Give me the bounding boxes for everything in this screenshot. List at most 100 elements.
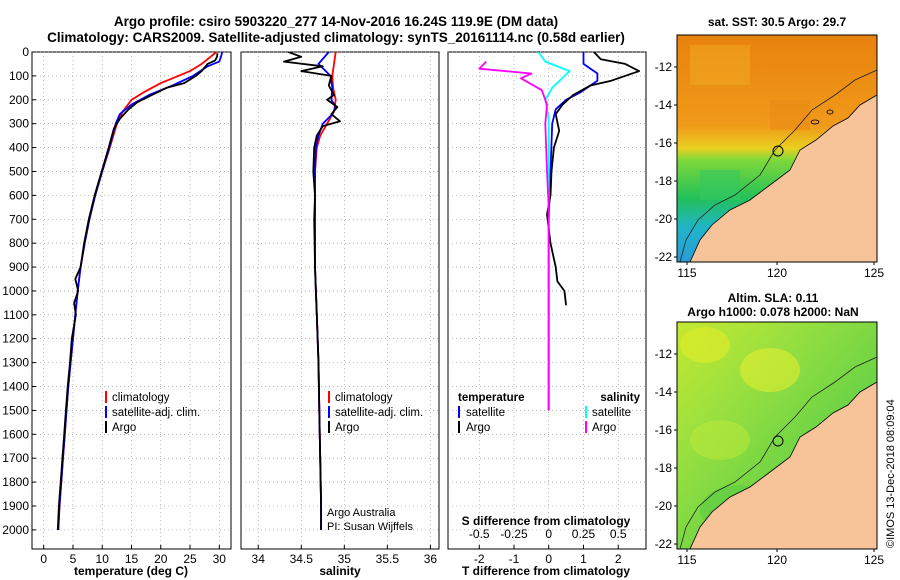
y-tick-label: 1000 [2, 284, 29, 298]
lon-tick-label: 125 [864, 266, 884, 280]
y-tick-label: 600 [9, 188, 29, 202]
legend-argo-swatch [105, 421, 107, 433]
s-tick-label: -0.25 [500, 527, 528, 541]
legend-satellite-swatch [105, 406, 107, 418]
legend-t-satellite-swatch [458, 406, 460, 418]
legend-temperature-heading: temperature [458, 392, 524, 404]
lon-tick-label: 125 [864, 553, 884, 567]
temperature-grid [32, 51, 231, 549]
y-tick-label: 1500 [2, 403, 29, 417]
legend-satellite-label: satellite-adj. clim. [112, 407, 200, 419]
y-tick-label: 1300 [2, 356, 29, 370]
x-tick-label: 34 [252, 552, 266, 566]
lat-tick-label: -18 [655, 174, 673, 188]
depth-contour [679, 69, 877, 262]
y-tick-label: 300 [9, 117, 29, 131]
lon-tick-label: 115 [677, 553, 696, 567]
sla-map-title-2: Argo h1000: 0.078 h2000: NaN [687, 305, 858, 319]
temperature-x-ticks: 0 5 10 15 20 25 30 [40, 545, 226, 566]
difference-s-ticks: -0.5 -0.25 0 0.25 0.5 [469, 527, 627, 541]
legend-argo-swatch [328, 421, 330, 433]
x-tick-label: 34.5 [290, 552, 314, 566]
legend-s-argo-label: Argo [592, 422, 616, 434]
legend-t-argo-swatch [458, 421, 460, 433]
y-tick-label: 0 [22, 45, 29, 59]
series-line-t-satellite [547, 52, 599, 411]
temperature-lines [56, 52, 224, 530]
x-tick-label: 0 [545, 552, 552, 566]
legend-climatology-label: climatology [335, 392, 393, 404]
y-tick-label: 200 [9, 93, 29, 107]
series-line-argo [56, 53, 219, 530]
s-tick-label: -0.5 [469, 527, 490, 541]
coastline-land [689, 94, 877, 262]
x-tick-label: -1 [509, 552, 520, 566]
lat-tick-label: -22 [655, 250, 673, 264]
sla-patch [740, 348, 800, 392]
series-line-s-argo [478, 60, 550, 411]
legend-t-argo-label: Argo [466, 422, 490, 434]
sst-map-title: sat. SST: 30.5 Argo: 29.7 [708, 15, 847, 29]
title-line-2: Climatology: CARS2009. Satellite-adjuste… [47, 30, 625, 45]
lat-tick-label: -20 [655, 499, 673, 513]
depth-contour [679, 356, 877, 549]
salinity-x-ticks: 34 34.5 35 35.5 36 [252, 545, 438, 566]
y-tick-label: 1800 [2, 475, 29, 489]
sst-patch [700, 170, 740, 200]
legend-s-satellite-label: satellite [592, 407, 631, 419]
legend-climatology-swatch [105, 391, 107, 403]
sst-map [677, 35, 877, 262]
y-tick-label: 1700 [2, 451, 29, 465]
argo-location-marker [772, 145, 784, 157]
lat-tick-label: -12 [655, 347, 673, 361]
legend-t-satellite-label: satellite [466, 407, 505, 419]
salinity-grid [241, 51, 439, 549]
sla-patch [680, 327, 730, 363]
lat-tick-label: -12 [655, 60, 673, 74]
y-tick-label: 1600 [2, 427, 29, 441]
s-tick-label: 0 [545, 527, 552, 541]
sst-patch [770, 100, 810, 130]
series-line-t-argo [546, 52, 640, 306]
legend-argo-label: Argo [112, 422, 136, 434]
legend-salinity-heading: salinity [600, 392, 640, 404]
x-tick-label: 30 [213, 552, 227, 566]
island [826, 109, 834, 115]
sla-map-title-1: Altim. SLA: 0.11 [728, 291, 819, 305]
difference-t-x-label: T difference from climatology [462, 564, 630, 578]
x-tick-label: 36 [424, 552, 438, 566]
x-tick-label: 35.5 [376, 552, 400, 566]
difference-grid [448, 51, 646, 549]
temperature-legend: climatology satellite-adj. clim. Argo [105, 391, 200, 434]
s-tick-label: 0.5 [610, 527, 627, 541]
y-tick-label: 1900 [2, 499, 29, 513]
lat-tick-label: -22 [655, 537, 673, 551]
lat-tick-label: -16 [655, 423, 673, 437]
depth-ticks: 0 100 200 300 400 500 600 700 800 900 1000 1100 1200… [2, 45, 36, 537]
lat-tick-label: -16 [655, 136, 673, 150]
salinity-panel-frame [240, 51, 440, 550]
legend-s-satellite-swatch [585, 406, 587, 418]
x-tick-label: 20 [154, 552, 168, 566]
sla-map-ticks: -12 -14 -16 -18 -20 -22 115 120 125 [655, 347, 885, 567]
temperature-x-label: temperature (deg C) [74, 564, 188, 578]
y-tick-label: 700 [9, 212, 29, 226]
lat-tick-label: -20 [655, 212, 673, 226]
credit-line-2: PI: Susan Wijffels [327, 521, 413, 533]
x-tick-label: -2 [474, 552, 485, 566]
y-tick-label: 1400 [2, 380, 29, 394]
difference-x-ticks: -2 -1 0 1 2 [474, 545, 622, 566]
x-tick-label: 15 [125, 552, 139, 566]
lat-tick-label: -14 [655, 385, 673, 399]
sst-map-ticks: -12 -14 -16 -18 -20 -22 115 120 125 [655, 60, 885, 280]
imos-timestamp: ©IMOS 13-Dec-2018 08:09:04 [885, 399, 897, 548]
coastline-land [689, 381, 877, 549]
legend-climatology-label: climatology [112, 392, 170, 404]
legend-climatology-swatch [328, 391, 330, 403]
x-tick-label: 0 [40, 552, 47, 566]
x-tick-label: 5 [70, 552, 77, 566]
title-line-1: Argo profile: csiro 5903220_277 14-Nov-2… [114, 14, 558, 29]
lon-tick-label: 120 [767, 553, 787, 567]
credit-line-1: Argo Australia [327, 507, 396, 519]
legend-satellite-label: satellite-adj. clim. [335, 407, 423, 419]
